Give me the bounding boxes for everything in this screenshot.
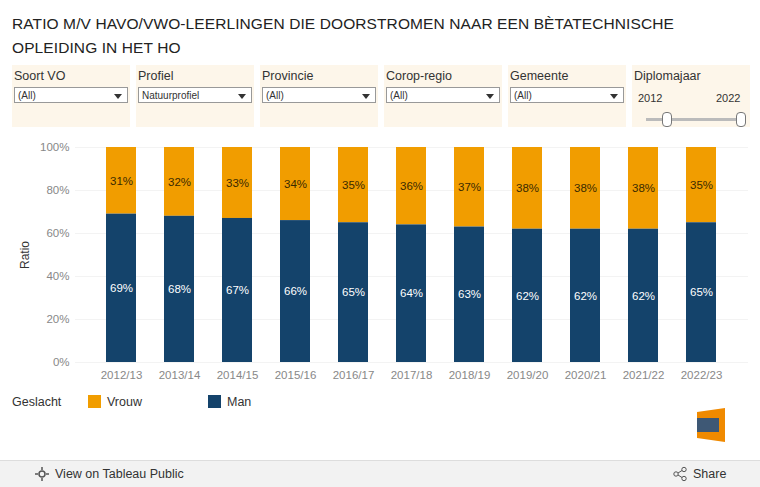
svg-text:67%: 67% — [226, 284, 249, 296]
svg-text:2019/20: 2019/20 — [507, 369, 549, 381]
html-text:Vrouw: Vrouw — [107, 395, 142, 409]
svg-text:80%: 80% — [46, 184, 69, 196]
svg-text:2018/19: 2018/19 — [449, 369, 491, 381]
svg-text:Ratio: Ratio — [18, 241, 32, 269]
svg-text:36%: 36% — [400, 180, 423, 192]
svg-text:32%: 32% — [168, 176, 191, 188]
html-text:RATIO M/V HAVO/VWO-LEERLINGEN: RATIO M/V HAVO/VWO-LEERLINGEN DIE DOORST… — [12, 15, 674, 56]
svg-text:38%: 38% — [574, 182, 597, 194]
html-text:2022: 2022 — [716, 92, 741, 104]
svg-text:2020/21: 2020/21 — [565, 369, 607, 381]
svg-text:2016/17: 2016/17 — [333, 369, 375, 381]
svg-text:63%: 63% — [458, 288, 481, 300]
svg-text:2022/23: 2022/23 — [681, 369, 723, 381]
svg-text:65%: 65% — [690, 286, 713, 298]
html-text:Gemeente: Gemeente — [510, 69, 569, 83]
svg-text:68%: 68% — [168, 283, 191, 295]
svg-text:38%: 38% — [632, 182, 655, 194]
html-text:Share: Share — [693, 467, 727, 481]
html-text:Profiel: Profiel — [138, 69, 174, 83]
svg-text:62%: 62% — [516, 290, 539, 302]
svg-text:33%: 33% — [226, 177, 249, 189]
svg-text:38%: 38% — [516, 182, 539, 194]
svg-text:35%: 35% — [342, 179, 365, 191]
svg-text:2013/14: 2013/14 — [159, 369, 201, 381]
svg-text:37%: 37% — [458, 181, 481, 193]
svg-text:20%: 20% — [46, 313, 69, 325]
svg-text:62%: 62% — [632, 290, 655, 302]
html-text:Soort VO: Soort VO — [14, 69, 66, 83]
svg-text:100%: 100% — [40, 141, 69, 153]
html-text:Corop-regio: Corop-regio — [386, 69, 452, 83]
html-text:Provincie: Provincie — [262, 69, 314, 83]
html-text:(All): (All) — [514, 90, 532, 101]
html-text:(All): (All) — [18, 90, 36, 101]
svg-text:40%: 40% — [46, 270, 69, 282]
svg-text:35%: 35% — [690, 179, 713, 191]
svg-text:2015/16: 2015/16 — [275, 369, 317, 381]
svg-text:62%: 62% — [574, 290, 597, 302]
svg-text:0%: 0% — [53, 356, 70, 368]
html-text:(All): (All) — [390, 90, 408, 101]
svg-text:66%: 66% — [284, 285, 307, 297]
svg-text:2017/18: 2017/18 — [391, 369, 433, 381]
svg-text:69%: 69% — [110, 282, 133, 294]
svg-text:31%: 31% — [110, 175, 133, 187]
html-text:2012: 2012 — [638, 92, 663, 104]
svg-text:34%: 34% — [284, 178, 307, 190]
svg-text:64%: 64% — [400, 287, 423, 299]
svg-text:65%: 65% — [342, 286, 365, 298]
svg-text:2014/15: 2014/15 — [217, 369, 259, 381]
html-text:Natuurprofiel: Natuurprofiel — [142, 90, 200, 101]
html-text:View on Tableau Public: View on Tableau Public — [55, 467, 184, 481]
svg-text:2012/13: 2012/13 — [101, 369, 143, 381]
html-text:Diplomajaar: Diplomajaar — [634, 69, 701, 83]
svg-text:60%: 60% — [46, 227, 69, 239]
html-text:Man: Man — [227, 395, 252, 409]
html-text:Geslacht: Geslacht — [12, 395, 62, 409]
svg-text:2021/22: 2021/22 — [623, 369, 665, 381]
html-text:(All): (All) — [266, 90, 284, 101]
